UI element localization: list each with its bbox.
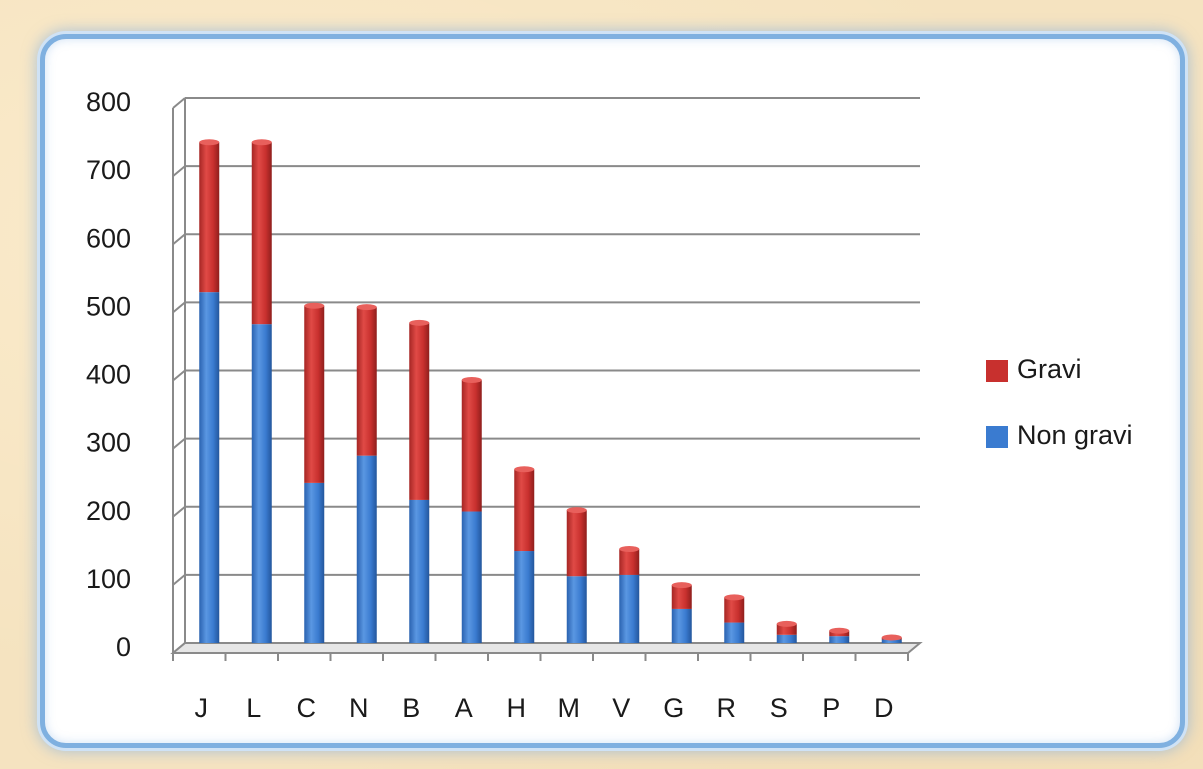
bar-top-cap: [829, 627, 850, 634]
x-tick-label: D: [874, 693, 894, 723]
bar-top-cap: [671, 582, 692, 589]
bar-non-gravi-G: [671, 608, 692, 643]
y-axis-ticks: 0 100 200 300 400 500 600 700 800: [86, 87, 131, 662]
bar-top-cap: [251, 139, 272, 146]
chart-frame: [40, 34, 1185, 748]
bar-non-gravi-N: [356, 455, 377, 643]
gridline-depth: [172, 574, 186, 586]
y-tick-label: 0: [116, 632, 131, 662]
legend-label-gravi: Gravi: [1017, 354, 1082, 384]
x-tick-label: J: [195, 693, 209, 723]
x-tick-label: S: [770, 693, 788, 723]
bar-gravi-H: [514, 469, 535, 552]
bar-gravi-B: [409, 322, 430, 500]
bar-top-cap: [199, 139, 220, 146]
x-tick-label: L: [246, 693, 261, 723]
bar-top-cap: [724, 594, 745, 601]
y-tick-label: 200: [86, 496, 131, 526]
gridline-depth: [172, 233, 186, 246]
legend: Gravi Non gravi: [986, 354, 1133, 450]
bar-gravi-R: [724, 597, 745, 623]
bar-non-gravi-C: [304, 482, 325, 643]
bar-gravi-L: [251, 142, 272, 325]
x-tick-label: N: [349, 693, 369, 723]
bar-gravi-V: [619, 548, 640, 575]
bar-non-gravi-B: [409, 499, 430, 643]
y-tick-label: 300: [86, 428, 131, 458]
bar-non-gravi-R: [724, 622, 745, 643]
bar-gravi-S: [776, 623, 797, 635]
chart-floor: [170, 642, 923, 661]
x-tick-label: A: [455, 693, 473, 723]
x-tick-label: C: [297, 693, 317, 723]
bar-non-gravi-A: [461, 511, 482, 643]
bar-top-cap: [776, 620, 797, 627]
gridline-depth: [172, 301, 186, 314]
y-tick-label: 600: [86, 223, 131, 253]
bar-gravi-M: [566, 510, 587, 577]
bar-gravi-G: [671, 585, 692, 609]
bar-non-gravi-V: [619, 574, 640, 643]
floor-plane: [170, 642, 923, 654]
x-tick-label: B: [402, 693, 420, 723]
bar-top-cap: [881, 634, 902, 641]
x-tick-label: G: [663, 693, 684, 723]
bar-non-gravi-L: [251, 324, 272, 643]
bars: [199, 139, 902, 643]
x-tick-label: H: [507, 693, 527, 723]
bar-top-cap: [304, 302, 325, 309]
bar-top-cap: [566, 507, 587, 514]
bar-top-cap: [356, 304, 377, 311]
y-tick-label: 400: [86, 360, 131, 390]
gridline-depth: [172, 165, 186, 177]
bar-gravi-C: [304, 305, 325, 483]
x-tick-label: R: [717, 693, 737, 723]
bar-top-cap: [514, 466, 535, 473]
bar-non-gravi-D: [881, 639, 902, 643]
gridline-depth: [172, 97, 186, 109]
bar-non-gravi-H: [514, 551, 535, 643]
bar-non-gravi-P: [829, 636, 850, 643]
gridlines: [172, 97, 920, 654]
bar-non-gravi-S: [776, 634, 797, 643]
bar-top-cap: [619, 545, 640, 552]
gridline-depth: [172, 369, 186, 382]
bar-top-cap: [409, 319, 430, 326]
bar-top-cap: [461, 377, 482, 384]
x-tick-label: P: [822, 693, 840, 723]
x-tick-label: V: [612, 693, 630, 723]
y-tick-label: 700: [86, 155, 131, 185]
legend-label-non-gravi: Non gravi: [1017, 420, 1133, 450]
bar-non-gravi-M: [566, 576, 587, 643]
bar-non-gravi-J: [199, 292, 220, 643]
bar-gravi-A: [461, 380, 482, 512]
gridline-depth: [172, 437, 186, 450]
bar-gravi-J: [199, 142, 220, 293]
y-tick-label: 800: [86, 87, 131, 117]
x-tick-label: M: [558, 693, 581, 723]
bar-gravi-N: [356, 307, 377, 456]
gridline-depth: [172, 505, 186, 518]
y-tick-label: 100: [86, 564, 131, 594]
legend-swatch-gravi: [986, 360, 1008, 382]
y-tick-label: 500: [86, 291, 131, 321]
legend-swatch-non-gravi: [986, 426, 1008, 448]
